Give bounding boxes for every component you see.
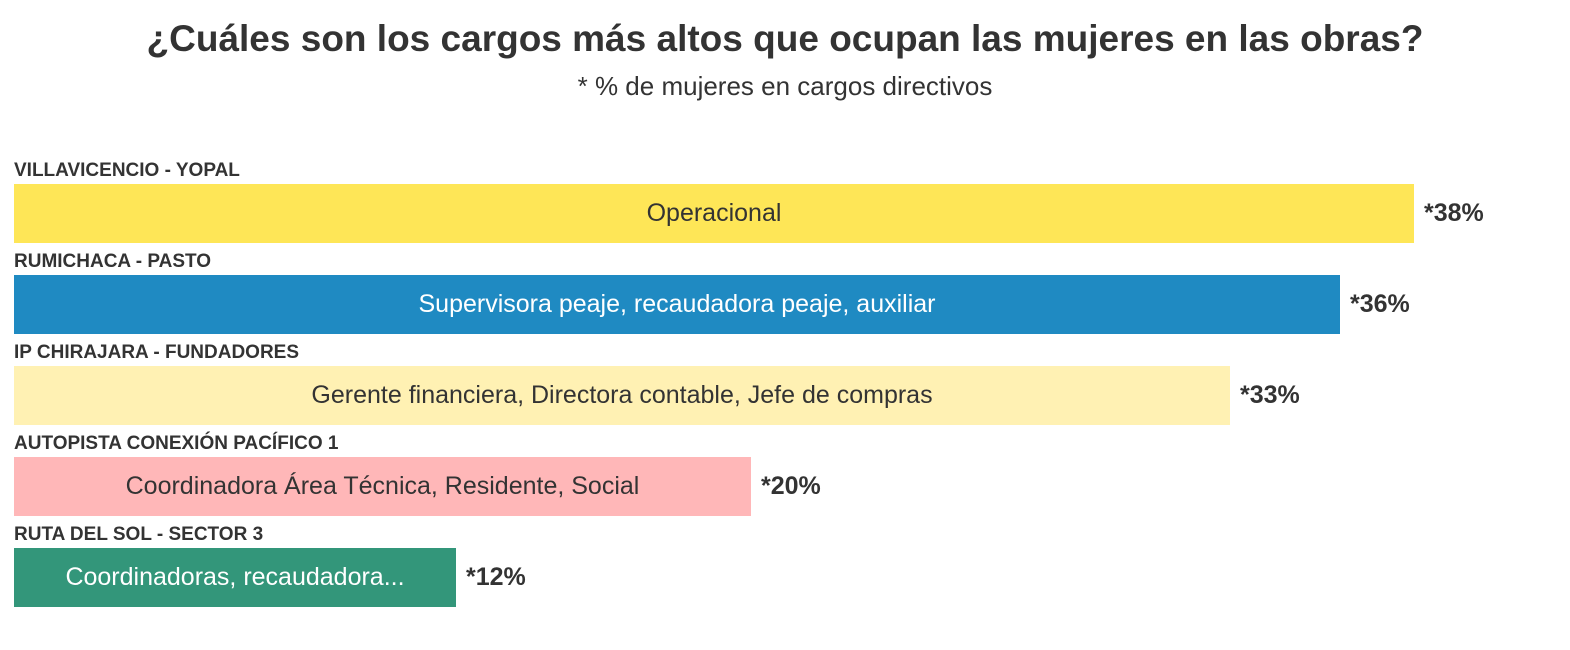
bar: Gerente financiera, Directora contable, … [14, 366, 1230, 425]
bar: Coordinadoras, recaudadora... [14, 548, 456, 607]
category-label: RUMICHACA - PASTO [14, 251, 212, 272]
category-label: RUTA DEL SOL - SECTOR 3 [14, 524, 264, 545]
data-label: *38% [1424, 199, 1484, 227]
bar-label: Operacional [646, 199, 782, 227]
bar-label: Supervisora peaje, recaudadora peaje, au… [418, 290, 936, 318]
category-label: AUTOPISTA CONEXIÓN PACÍFICO 1 [14, 433, 339, 454]
category-label: IP CHIRAJARA - FUNDADORES [14, 342, 300, 363]
data-label: *36% [1350, 290, 1410, 318]
chart-subtitle: * % de mujeres en cargos directivos [577, 71, 993, 101]
bar: Coordinadora Área Técnica, Residente, So… [14, 457, 751, 516]
category-label: VILLAVICENCIO - YOPAL [14, 160, 240, 181]
bar: Supervisora peaje, recaudadora peaje, au… [14, 275, 1340, 334]
bar-label: Coordinadoras, recaudadora... [65, 563, 405, 591]
bar-label: Coordinadora Área Técnica, Residente, So… [125, 472, 640, 500]
data-label: *20% [761, 472, 821, 500]
data-label: *33% [1240, 381, 1300, 409]
bar: Operacional [14, 184, 1414, 243]
data-label: *12% [466, 563, 526, 591]
chart-title: ¿Cuáles son los cargos más altos que ocu… [146, 18, 1424, 59]
bar-label: Gerente financiera, Directora contable, … [311, 381, 933, 409]
